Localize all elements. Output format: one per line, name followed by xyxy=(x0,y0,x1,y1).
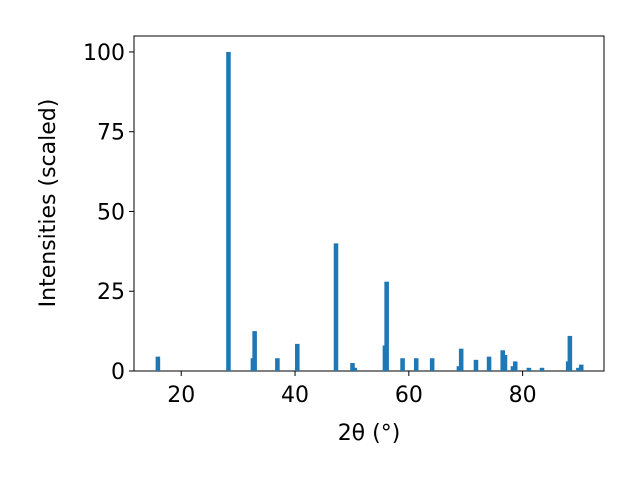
x-tick-label: 80 xyxy=(509,383,537,408)
bar xyxy=(567,335,573,371)
x-tick-label: 60 xyxy=(395,383,423,408)
bar xyxy=(526,367,532,371)
bar xyxy=(576,367,581,371)
bar xyxy=(252,331,257,371)
y-axis-label: Intensities (scaled) xyxy=(36,99,61,308)
bar xyxy=(275,358,280,371)
x-tick-label: 40 xyxy=(281,383,309,408)
bar xyxy=(429,358,435,371)
bar xyxy=(352,367,358,371)
bar xyxy=(226,51,231,371)
plot-frame xyxy=(133,35,605,372)
y-tick-label: 100 xyxy=(83,41,125,66)
bar xyxy=(384,281,389,371)
y-tick-label: 75 xyxy=(97,121,125,146)
bar xyxy=(295,343,300,371)
x-axis-label: 2θ (°) xyxy=(338,421,401,446)
bar xyxy=(578,364,584,371)
bar xyxy=(486,356,492,371)
y-tick-label: 50 xyxy=(97,200,125,225)
bar xyxy=(512,361,518,371)
bar xyxy=(333,243,339,371)
y-tick-label: 0 xyxy=(111,360,125,385)
bar xyxy=(458,348,464,371)
bar xyxy=(539,367,545,371)
bar xyxy=(400,358,405,371)
bar xyxy=(155,356,161,371)
bar xyxy=(350,363,355,371)
bar xyxy=(473,359,479,371)
x-tick-label: 20 xyxy=(167,383,195,408)
bar xyxy=(413,358,419,371)
y-tick-label: 25 xyxy=(97,280,125,305)
bar xyxy=(502,355,508,371)
